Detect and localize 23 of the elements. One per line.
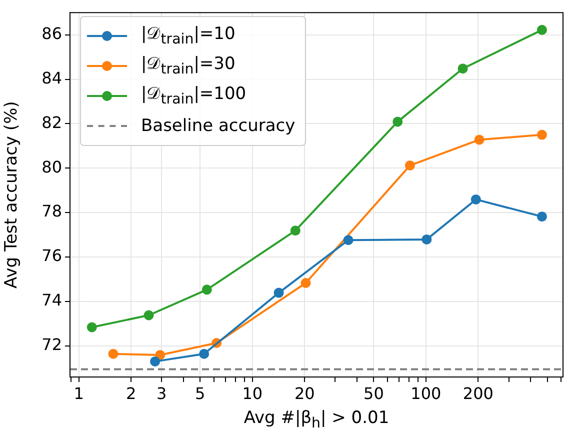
- y-tick-label: 76: [42, 246, 62, 266]
- legend-label: |𝒟$_{train}$|=10: [141, 24, 236, 48]
- y-tick-label: 74: [42, 290, 62, 310]
- legend-label: |𝒟$_{train}$|=100: [141, 84, 246, 108]
- y-tick-label: 80: [42, 157, 62, 176]
- x-tick-label: 100: [410, 384, 442, 403]
- x-tick-label: 2: [126, 384, 136, 403]
- y-tick-label: 78: [42, 202, 62, 221]
- y-axis-title: Avg Test accuracy (%): [2, 101, 22, 288]
- y-tick-label: 72: [42, 335, 62, 354]
- x-tick-label: 3: [156, 384, 167, 403]
- x-axis-title: Avg #|β$_{h}$| > 0.01: [242, 408, 390, 432]
- x-tick-label: 1: [74, 384, 84, 403]
- x-tick-label: 5: [195, 384, 206, 403]
- x-tick-label: 50: [364, 384, 384, 403]
- y-tick-label: 82: [42, 112, 62, 132]
- y-tick-label: 84: [42, 68, 62, 88]
- x-tick-label: 20: [294, 384, 315, 403]
- x-tick-label: 200: [462, 384, 494, 403]
- legend-label: Baseline accuracy: [141, 116, 296, 136]
- x-tick-label: 10: [242, 384, 263, 403]
- y-tick-label: 86: [42, 24, 62, 43]
- legend-label: |𝒟$_{train}$|=30: [141, 54, 236, 78]
